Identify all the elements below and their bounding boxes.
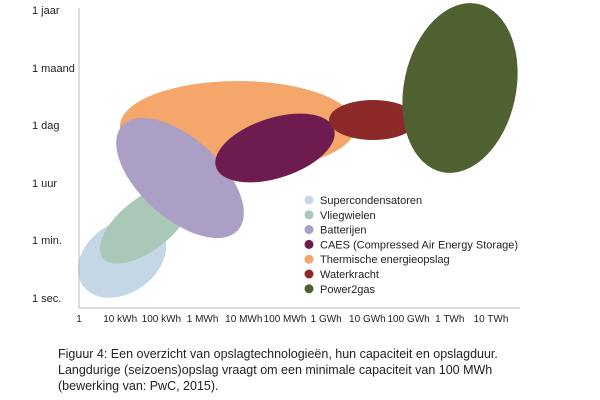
y-tick-label: 1 uur bbox=[32, 178, 57, 190]
x-tick-labels: 1 10 kWh 100 kWh 1 MWh 10 MWh 100 MWh 1 GWh 10 … bbox=[76, 314, 508, 325]
x-tick-label: 100 kWh bbox=[142, 314, 181, 325]
legend-label: Supercondensatoren bbox=[320, 195, 422, 207]
region-power2gas bbox=[402, 3, 518, 173]
caption-line-3: (bewerking van: PwC, 2015). bbox=[58, 379, 219, 393]
legend-marker bbox=[304, 195, 314, 205]
x-tick-label: 10 MWh bbox=[225, 314, 262, 325]
region-caes-compressed-air-energy-storage bbox=[215, 113, 335, 183]
x-tick-label: 100 GWh bbox=[387, 314, 429, 325]
technology-regions bbox=[77, 3, 518, 298]
axes bbox=[78, 8, 520, 309]
figure-caption: Figuur 4: Een overzicht van opslagtechno… bbox=[58, 346, 588, 394]
legend-marker bbox=[304, 239, 314, 249]
x-tick-label: 10 kWh bbox=[103, 314, 137, 325]
x-tick-label: 10 TWh bbox=[474, 314, 509, 325]
y-tick-label: 1 jaar bbox=[32, 5, 60, 17]
legend-label: Thermische energieopslag bbox=[320, 254, 450, 266]
legend-label: Waterkracht bbox=[320, 269, 379, 281]
legend-label: Batterijen bbox=[320, 225, 366, 237]
caption-line-2: Langdurige (seizoens)opslag vraagt om ee… bbox=[58, 363, 493, 377]
legend-marker bbox=[304, 225, 314, 235]
x-tick-label: 1 GWh bbox=[311, 314, 342, 325]
y-tick-label: 1 sec. bbox=[32, 293, 61, 305]
x-tick-label: 1 MWh bbox=[187, 314, 219, 325]
storage-chart: 1 sec. 1 min. 1 uur 1 dag 1 maand 1 jaar 1 10 … bbox=[32, 3, 520, 325]
caption-line-1: Figuur 4: Een overzicht van opslagtechno… bbox=[58, 347, 498, 361]
x-tick-label: 1 bbox=[76, 314, 82, 325]
legend-marker bbox=[304, 284, 314, 294]
y-tick-label: 1 maand bbox=[32, 63, 75, 75]
x-tick-label: 100 MWh bbox=[264, 314, 307, 325]
x-tick-label: 1 TWh bbox=[435, 314, 464, 325]
legend: Supercondensatoren Vliegwielen Batterijen C… bbox=[304, 195, 518, 296]
legend-marker bbox=[304, 254, 314, 264]
legend-marker bbox=[304, 210, 314, 220]
legend-label: Power2gas bbox=[320, 284, 376, 296]
legend-label: CAES (Compressed Air Energy Storage) bbox=[320, 239, 518, 251]
x-tick-label: 10 GWh bbox=[349, 314, 386, 325]
legend-marker bbox=[304, 269, 314, 279]
y-tick-labels: 1 sec. 1 min. 1 uur 1 dag 1 maand 1 jaar bbox=[32, 5, 75, 305]
y-tick-label: 1 dag bbox=[32, 120, 60, 132]
region-batterijen bbox=[116, 117, 244, 239]
legend-label: Vliegwielen bbox=[320, 210, 376, 222]
region-waterkracht bbox=[329, 100, 417, 140]
y-tick-label: 1 min. bbox=[32, 235, 62, 247]
